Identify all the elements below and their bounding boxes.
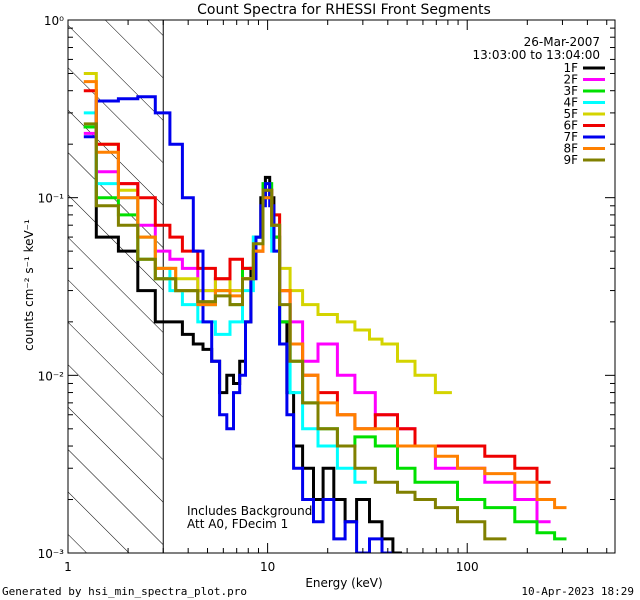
series-line-9F bbox=[83, 122, 507, 541]
legend-label-4F: 4F bbox=[563, 96, 578, 110]
series-line-8F bbox=[83, 80, 567, 510]
time-range: 13:03:00 to 13:04:00 bbox=[473, 48, 600, 62]
legend-label-8F: 8F bbox=[563, 142, 578, 156]
legend-label-5F: 5F bbox=[563, 107, 578, 121]
y-tick-label: 10⁻¹ bbox=[38, 192, 65, 206]
annotation-background: Includes Background bbox=[187, 504, 312, 518]
axis-tick-labels: 1 10 100 10⁰ 10⁻¹ 10⁻² 10⁻³ bbox=[38, 14, 479, 574]
annotation-attenuator: Att A0, FDecim 1 bbox=[187, 517, 288, 531]
x-axis-label: Energy (keV) bbox=[305, 576, 382, 590]
generated-by-text: Generated by hsi_min_spectra_plot.pro bbox=[2, 585, 248, 598]
x-tick-label: 10 bbox=[260, 560, 275, 574]
y-tick-label: 10⁻³ bbox=[38, 547, 65, 561]
legend-label-6F: 6F bbox=[563, 119, 578, 133]
legend-label-2F: 2F bbox=[563, 73, 578, 87]
background-hatch-region bbox=[68, 20, 164, 553]
legend-label-7F: 7F bbox=[563, 130, 578, 144]
axis-ticks bbox=[67, 20, 615, 554]
render-date-text: 10-Apr-2023 18:29 bbox=[521, 585, 634, 598]
x-tick-label: 1 bbox=[64, 560, 72, 574]
chart-title: Count Spectra for RHESSI Front Segments bbox=[197, 2, 491, 18]
legend-label-3F: 3F bbox=[563, 84, 578, 98]
y-tick-label: 10⁰ bbox=[44, 14, 64, 28]
y-tick-label: 10⁻² bbox=[38, 369, 65, 383]
plot-frame bbox=[67, 19, 616, 554]
legend-label-1F: 1F bbox=[563, 61, 578, 75]
legend-label-9F: 9F bbox=[563, 153, 578, 167]
observation-date: 26-Mar-2007 bbox=[524, 35, 600, 49]
series-line-7F bbox=[83, 95, 392, 553]
series-layer bbox=[83, 72, 567, 553]
x-tick-label: 100 bbox=[456, 560, 479, 574]
y-axis-label: counts cm⁻² s⁻¹ keV⁻¹ bbox=[22, 219, 36, 351]
